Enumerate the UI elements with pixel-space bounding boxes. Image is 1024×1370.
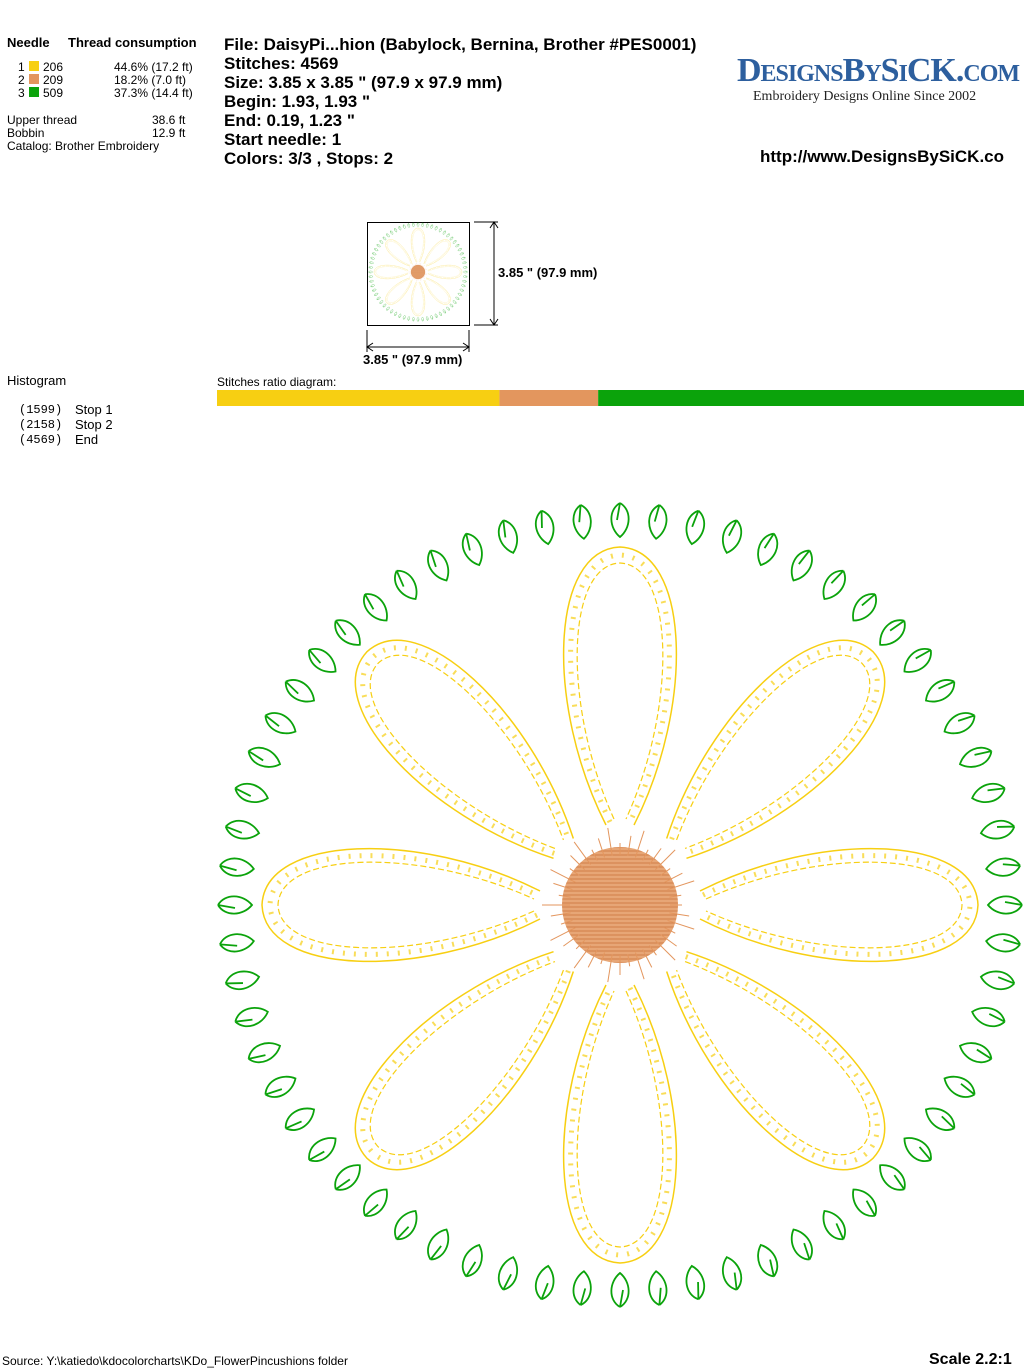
footer-source: Source: Y:\katiedo\kdocolorcharts\KDo_Fl…: [2, 1354, 348, 1368]
info-line: End: 0.19, 1.23 ": [224, 111, 355, 130]
stop-label: End: [75, 432, 99, 447]
height-label: 3.85 " (97.9 mm): [498, 265, 598, 280]
ratio-title: Stitches ratio diagram:: [217, 375, 337, 389]
histogram-title: Histogram: [7, 373, 67, 388]
stop-count: (1599): [19, 403, 63, 417]
bobbin-label: Bobbin: [7, 126, 45, 140]
info-line: File: DaisyPi...hion (Babylock, Bernina,…: [224, 35, 697, 54]
url: http://www.DesignsBySiCK.co: [760, 147, 1005, 166]
preview: [366, 221, 499, 352]
preview-box: [367, 222, 470, 326]
thread-usage: 44.6% (17.2 ft): [114, 60, 193, 74]
main-design: [218, 503, 1022, 1307]
logo: DesignsBySiCK.com: [737, 52, 1020, 89]
info-line: Begin: 1.93, 1.93 ": [224, 92, 371, 111]
logo-tagline: Embroidery Designs Online Since 2002: [753, 89, 977, 104]
color-swatch: [29, 61, 39, 71]
stop-label: Stop 1: [75, 402, 113, 417]
thread-code: 209: [43, 73, 64, 87]
needle-number: 2: [18, 73, 25, 87]
ratio-bar: [217, 390, 1024, 406]
stop-count: (2158): [19, 418, 63, 432]
color-swatch: [29, 87, 39, 97]
color-swatch: [29, 74, 39, 84]
info-line: Start needle: 1: [224, 130, 342, 149]
thread-usage: 18.2% (7.0 ft): [114, 73, 187, 87]
stop-label: Stop 2: [75, 417, 113, 432]
consumption-header: Thread consumption: [68, 35, 197, 50]
needle-number: 3: [18, 86, 25, 100]
ratio-segment: [217, 390, 500, 406]
info-line: Stitches: 4569: [224, 54, 339, 73]
info-line: Size: 3.85 x 3.85 " (97.9 x 97.9 mm): [224, 73, 503, 92]
thread-code: 509: [43, 86, 64, 100]
footer-scale: Scale 2.2:1: [929, 1351, 1012, 1368]
ratio-segment: [499, 390, 599, 406]
bobbin-value: 12.9 ft: [152, 126, 186, 140]
thread-code: 206: [43, 60, 64, 74]
width-label: 3.85 " (97.9 mm): [363, 352, 463, 367]
thread-usage: 37.3% (14.4 ft): [114, 86, 193, 100]
needle-number: 1: [18, 60, 25, 74]
preview-design: [369, 223, 468, 322]
needle-header: Needle: [7, 35, 50, 50]
upper-value: 38.6 ft: [152, 113, 186, 127]
stop-count: (4569): [19, 433, 63, 447]
ratio-segment: [598, 390, 1024, 406]
catalog: Catalog: Brother Embroidery: [7, 139, 160, 153]
upper-label: Upper thread: [7, 113, 78, 127]
info-line: Colors: 3/3 , Stops: 2: [224, 149, 394, 168]
